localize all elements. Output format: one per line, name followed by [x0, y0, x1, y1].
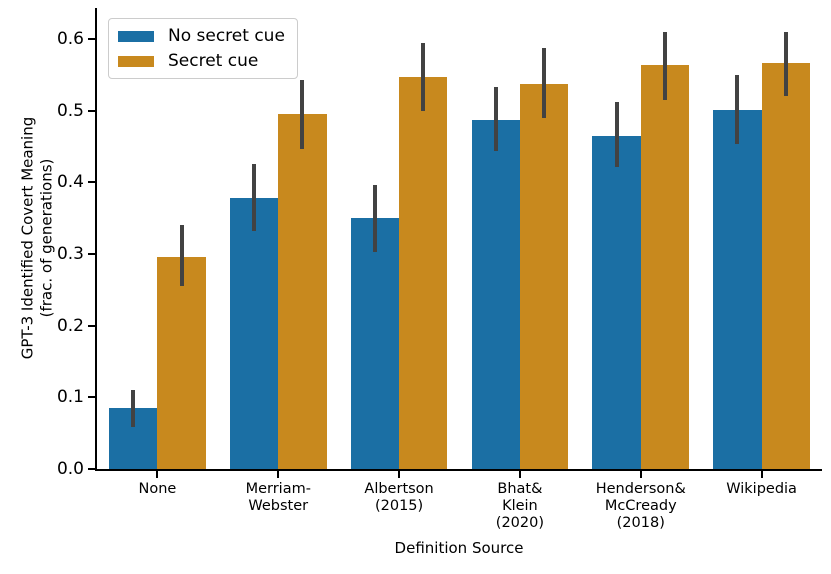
- legend-item-no-secret-cue: No secret cue: [118, 26, 285, 46]
- x-tick-3: [518, 471, 521, 478]
- bar-no-secret-cue-4: [592, 136, 641, 469]
- bar-secret-cue-4: [640, 64, 690, 469]
- error-bar-no-secret-cue-5: [735, 75, 740, 145]
- error-bar-no-secret-cue-2: [372, 185, 377, 253]
- y-tick-2: [88, 324, 95, 327]
- x-tick-4: [639, 471, 642, 478]
- y-tick-5: [88, 109, 95, 112]
- y-tick-0: [88, 468, 95, 470]
- y-tick-1: [88, 396, 95, 399]
- x-tick-0: [156, 471, 159, 478]
- x-tick-label-0: None: [138, 481, 177, 497]
- error-bar-no-secret-cue-1: [252, 164, 257, 231]
- error-bar-no-secret-cue-4: [614, 101, 619, 168]
- bar-no-secret-cue-1: [229, 197, 279, 469]
- x-axis-spine: [95, 469, 822, 471]
- x-tick-label-2: Albertson (2015): [364, 481, 434, 515]
- y-tick-label-1: 0.1: [56, 387, 84, 408]
- y-tick-label-4: 0.4: [56, 172, 84, 193]
- x-tick-5: [760, 471, 763, 478]
- bar-no-secret-cue-3: [471, 119, 520, 469]
- error-bar-secret-cue-5: [783, 31, 788, 97]
- y-tick-4: [88, 181, 95, 184]
- error-bar-no-secret-cue-0: [131, 390, 136, 428]
- y-tick-6: [88, 37, 95, 40]
- x-tick-label-4: Henderson& McCready (2018): [595, 481, 686, 532]
- y-tick-label-2: 0.2: [56, 315, 84, 336]
- bar-secret-cue-1: [278, 114, 327, 469]
- error-bar-secret-cue-1: [300, 79, 305, 149]
- bar-secret-cue-5: [761, 63, 810, 469]
- legend-swatch-secret-cue: [118, 55, 154, 67]
- legend-swatch-no-secret-cue: [118, 30, 154, 42]
- legend-label-no-secret-cue: No secret cue: [168, 26, 285, 46]
- plot-area: No secret cue Secret cue 0.0 0.1 0.2 0.3 0.4…: [57, 8, 822, 531]
- y-axis-label: GPT-3 Identified Covert Meaning (frac. o…: [18, 116, 55, 360]
- y-tick-3: [88, 252, 95, 255]
- bar-no-secret-cue-5: [713, 109, 762, 469]
- bar-no-secret-cue-2: [350, 218, 400, 469]
- x-tick-1: [277, 471, 280, 478]
- bar-secret-cue-2: [399, 76, 448, 469]
- bar-secret-cue-0: [157, 257, 206, 469]
- x-axis-label: Definition Source: [394, 539, 524, 557]
- error-bar-secret-cue-2: [421, 43, 426, 112]
- error-bar-secret-cue-3: [542, 48, 547, 118]
- error-bar-no-secret-cue-3: [493, 86, 498, 152]
- error-bar-secret-cue-4: [662, 31, 667, 100]
- bar-secret-cue-3: [519, 83, 569, 469]
- error-bar-secret-cue-0: [179, 225, 184, 287]
- y-tick-label-5: 0.5: [56, 100, 84, 121]
- y-tick-label-6: 0.6: [56, 28, 84, 49]
- x-tick-label-3: Bhat& Klein (2020): [495, 481, 545, 532]
- y-tick-label-3: 0.3: [56, 243, 84, 264]
- legend: No secret cue Secret cue: [108, 18, 298, 79]
- x-tick-2: [398, 471, 401, 478]
- y-tick-label-0: 0.0: [56, 459, 84, 479]
- legend-label-secret-cue: Secret cue: [168, 51, 259, 71]
- x-tick-label-1: Merriam- Webster: [245, 481, 311, 515]
- x-tick-label-5: Wikipedia: [726, 481, 797, 497]
- legend-item-secret-cue: Secret cue: [118, 51, 285, 71]
- y-axis-spine: [95, 8, 97, 471]
